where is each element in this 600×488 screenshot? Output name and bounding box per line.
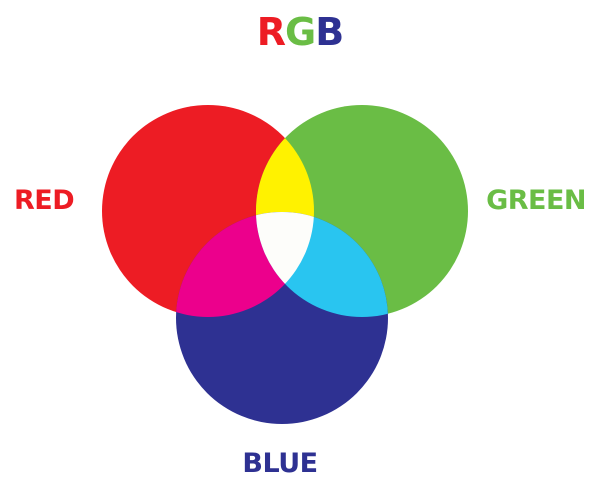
green-label: GREEN: [486, 185, 586, 216]
title-letter-r: R: [256, 10, 286, 54]
title-letter-b: B: [315, 10, 344, 54]
cyan-overlap: [256, 212, 388, 317]
red-label: RED: [14, 185, 75, 216]
magenta-overlap: [176, 212, 314, 317]
rgb-title: RGB: [0, 8, 600, 56]
title-letter-g: G: [285, 10, 316, 54]
blue-label: BLUE: [242, 448, 318, 479]
